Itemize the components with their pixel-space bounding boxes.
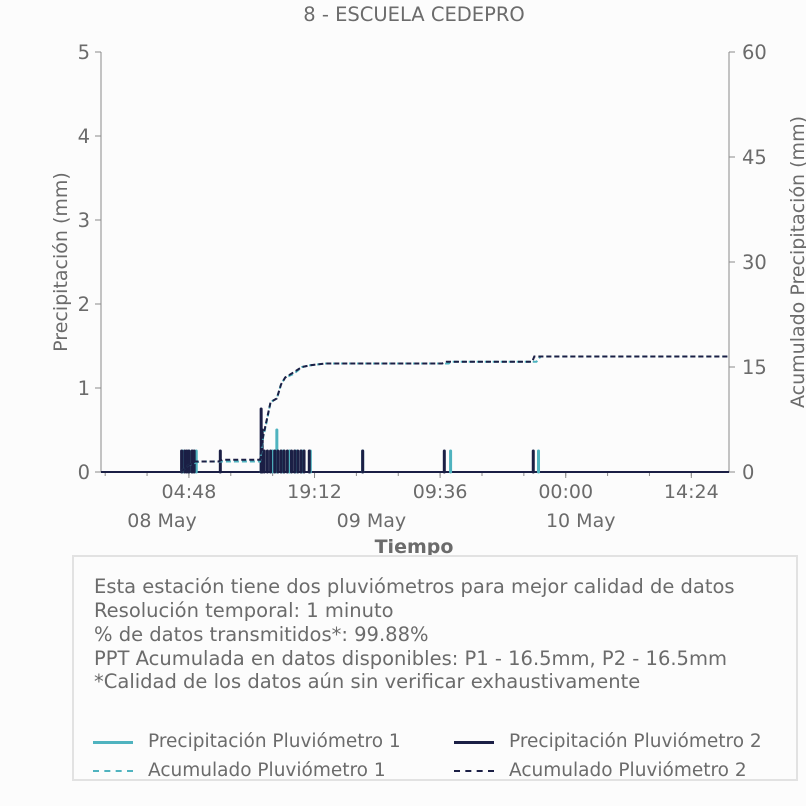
accumulated-line-acc2 (101, 355, 729, 473)
x-date-label: 08 May (127, 510, 197, 532)
y-left-tick-label: 5 (78, 41, 90, 64)
x-tick-label: 00:00 (538, 481, 593, 503)
y-left-tick-label: 4 (78, 125, 90, 148)
x-tick-label: 04:48 (162, 481, 217, 503)
x-tick-label: 19:12 (287, 481, 342, 503)
y-axis-right-label: Acumulado Precipitación (mm) (787, 116, 806, 408)
legend-swatch-p1 (93, 741, 133, 744)
legend-swatch-acc1 (93, 770, 133, 772)
info-panel: Esta estación tiene dos pluviómetros par… (72, 555, 798, 781)
legend-label-acc2: Acumulado Pluviómetro 2 (509, 760, 747, 781)
y-right-tick-label: 0 (742, 461, 754, 484)
legend-label-p2: Precipitación Pluviómetro 2 (509, 731, 762, 752)
legend-swatch-p2 (454, 741, 494, 744)
x-axis-label: Tiempo (375, 536, 454, 558)
y-left-tick-label: 1 (78, 377, 90, 400)
chart-title: 8 - ESCUELA CEDEPRO (303, 3, 525, 26)
x-tick-label: 09:36 (413, 481, 468, 503)
info-line-transmitted: % de datos transmitidos*: 99.88% (94, 623, 429, 646)
info-line-accumulated: PPT Acumulada en datos disponibles: P1 -… (94, 647, 727, 670)
info-line-resolution: Resolución temporal: 1 minuto (94, 599, 394, 622)
info-line-stations: Esta estación tiene dos pluviómetros par… (94, 575, 735, 598)
y-left-tick-label: 2 (78, 293, 90, 316)
legend-label-p1: Precipitación Pluviómetro 1 (148, 731, 401, 752)
y-left-tick-label: 3 (78, 209, 90, 232)
legend-swatch-acc2 (454, 770, 494, 772)
y-right-tick-label: 45 (742, 146, 767, 169)
y-left-tick-label: 0 (78, 461, 90, 484)
y-right-tick-label: 60 (742, 41, 767, 64)
info-line-quality-note: *Calidad de los datos aún sin verificar … (94, 670, 641, 693)
x-tick-label: 14:24 (664, 481, 719, 503)
legend-label-acc1: Acumulado Pluviómetro 1 (148, 760, 386, 781)
x-date-label: 09 May (337, 510, 407, 532)
x-date-label: 10 May (546, 510, 616, 532)
y-axis-left-label: Precipitación (mm) (50, 172, 72, 352)
y-right-tick-label: 30 (742, 251, 767, 274)
y-right-tick-label: 15 (742, 356, 767, 379)
